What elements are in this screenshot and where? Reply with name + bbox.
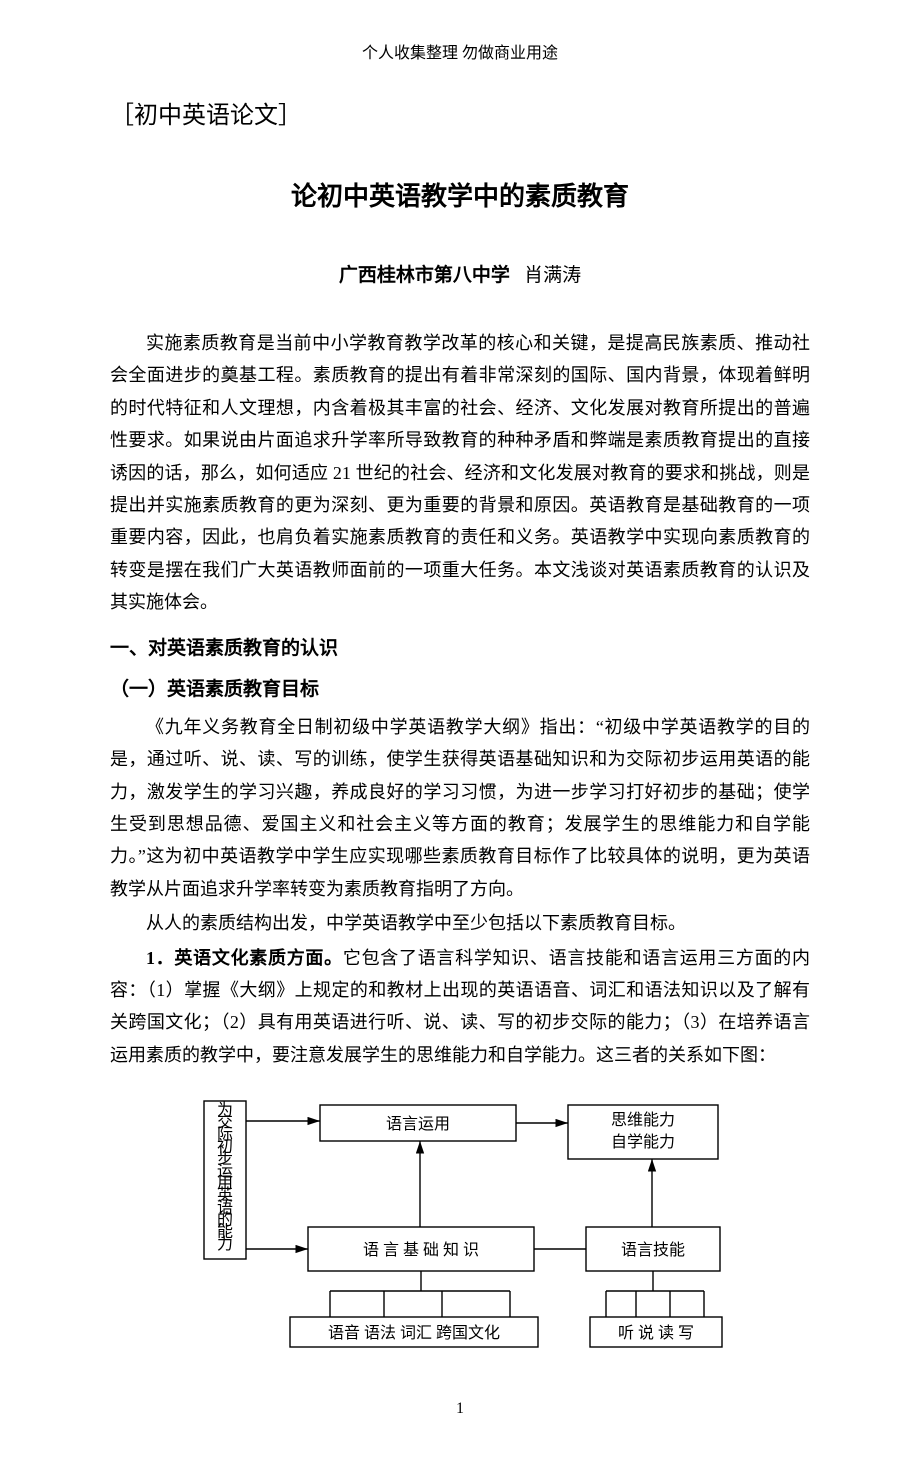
svg-text:语音 语法 词汇 跨国文化: 语音 语法 词汇 跨国文化 (328, 1324, 500, 1342)
svg-text:语言技能: 语言技能 (621, 1241, 685, 1259)
svg-text:自学能力: 自学能力 (611, 1133, 675, 1151)
runin-heading: 1．英语文化素质方面。 (146, 948, 343, 968)
page-number: 1 (110, 1395, 810, 1424)
svg-text:思维能力: 思维能力 (611, 1111, 675, 1129)
paragraph-2: 《九年义务教育全日制初级中学英语教学大纲》指出：“初级中学英语教学的目的是，通过… (110, 711, 810, 905)
relation-diagram: 为交际初步运用英语的能力语言运用思维能力自学能力语 言 基 础 知 识语言技能语… (110, 1091, 810, 1351)
diagram-svg: 为交际初步运用英语的能力语言运用思维能力自学能力语 言 基 础 知 识语言技能语… (190, 1091, 730, 1351)
svg-text:语 言 基 础 知 识: 语 言 基 础 知 识 (363, 1241, 479, 1259)
main-title: 论初中英语教学中的素质教育 (110, 174, 810, 221)
svg-text:听 说 读 写: 听 说 读 写 (618, 1324, 694, 1342)
section-heading-1: 一、对英语素质教育的认识 (110, 632, 810, 666)
bracket-title: ［初中英语论文］ (110, 95, 810, 138)
svg-text:语言运用: 语言运用 (386, 1115, 450, 1133)
svg-text:力: 力 (217, 1235, 233, 1253)
paragraph-3: 从人的素质结构出发，中学英语教学中至少包括以下素质教育目标。 (110, 907, 810, 939)
section-heading-1-1: （一）英语素质教育目标 (110, 673, 810, 707)
author-name: 肖满涛 (524, 265, 581, 286)
header-note: 个人收集整理 勿做商业用途 (110, 40, 810, 69)
paragraph-4: 1．英语文化素质方面。它包含了语言科学知识、语言技能和语言运用三方面的内容：（1… (110, 942, 810, 1072)
author-line: 广西桂林市第八中学 肖满涛 (110, 259, 810, 293)
intro-paragraph: 实施素质教育是当前中小学教育教学改革的核心和关键，是提高民族素质、推动社会全面进… (110, 327, 810, 619)
author-school: 广西桂林市第八中学 (339, 265, 510, 286)
